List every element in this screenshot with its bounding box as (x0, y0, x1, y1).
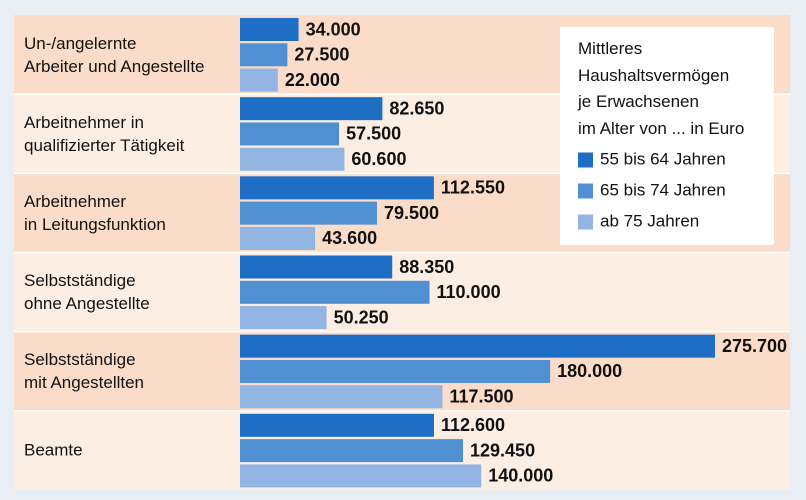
data-label: 60.600 (351, 149, 406, 169)
bar (240, 18, 299, 41)
data-label: 34.000 (306, 19, 361, 39)
bar (240, 226, 316, 250)
bar (240, 280, 430, 304)
bar (240, 68, 278, 92)
legend-box (560, 27, 774, 245)
data-label: 22.000 (285, 70, 340, 90)
category-label: Selbstständige ohne Angestellte (24, 271, 150, 314)
bar (240, 122, 340, 146)
bar (240, 201, 377, 225)
category-label: Beamte (24, 440, 83, 460)
bar (240, 439, 464, 463)
category-label: Arbeitnehmer in Leitungsfunktion (24, 191, 166, 234)
data-label: 50.250 (334, 307, 389, 327)
category-label: Arbeitnehmer in qualifizierter Tätigkeit (24, 112, 185, 155)
data-label: 88.350 (399, 257, 454, 277)
legend-swatch (578, 183, 593, 199)
data-label: 79.500 (384, 203, 439, 223)
legend-title: Mittleres Haushaltsvermögen je Erwachsen… (578, 39, 745, 138)
bar (240, 334, 715, 358)
bar (240, 359, 551, 383)
data-label: 117.500 (449, 387, 513, 407)
data-label: 110.000 (437, 282, 501, 302)
legend-swatch (578, 152, 593, 168)
legend-label: 65 bis 74 Jahren (600, 180, 726, 199)
data-label: 112.550 (441, 178, 505, 198)
data-label: 27.500 (294, 45, 349, 65)
category-label: Un-/angelernte Arbeiter und Angestellte (24, 33, 205, 76)
data-label: 112.600 (441, 415, 505, 435)
bar (240, 385, 443, 409)
legend-label: 55 bis 64 Jahren (600, 149, 726, 168)
data-label: 43.600 (322, 228, 377, 248)
legend-label: ab 75 Jahren (600, 211, 699, 230)
data-label: 82.650 (389, 98, 444, 118)
bar (240, 306, 327, 330)
bar (240, 43, 288, 67)
legend-swatch (578, 214, 593, 230)
bar (240, 97, 383, 121)
data-label: 129.450 (470, 440, 535, 460)
bar (240, 147, 345, 171)
bar (240, 413, 434, 437)
data-label: 275.700 (722, 336, 787, 356)
bar (240, 464, 482, 488)
data-label: 140.000 (488, 466, 553, 486)
data-label: 180.000 (557, 361, 622, 381)
bar (240, 255, 393, 279)
data-label: 57.500 (346, 124, 401, 144)
category-label: Selbstständige mit Angestellten (24, 350, 145, 393)
bar (240, 176, 434, 200)
